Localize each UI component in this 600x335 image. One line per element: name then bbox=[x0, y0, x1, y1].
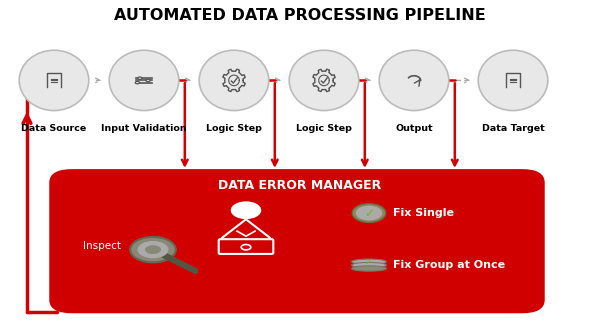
Circle shape bbox=[137, 241, 169, 258]
Ellipse shape bbox=[19, 50, 89, 111]
Ellipse shape bbox=[478, 50, 548, 111]
FancyBboxPatch shape bbox=[51, 171, 543, 312]
Text: Logic Step: Logic Step bbox=[296, 124, 352, 133]
Text: Output: Output bbox=[395, 124, 433, 133]
Text: Input Validation: Input Validation bbox=[101, 124, 187, 133]
Ellipse shape bbox=[352, 262, 386, 268]
Ellipse shape bbox=[379, 50, 449, 111]
Circle shape bbox=[356, 206, 382, 220]
Ellipse shape bbox=[352, 266, 386, 271]
Circle shape bbox=[232, 202, 260, 218]
Text: Inspect: Inspect bbox=[83, 241, 121, 251]
Circle shape bbox=[135, 81, 140, 84]
Text: Fix Group at Once: Fix Group at Once bbox=[393, 260, 505, 270]
Circle shape bbox=[130, 237, 176, 262]
Text: ✓: ✓ bbox=[364, 207, 374, 219]
Text: DATA ERROR MANAGER: DATA ERROR MANAGER bbox=[218, 179, 382, 192]
Circle shape bbox=[352, 204, 386, 222]
Text: AUTOMATED DATA PROCESSING PIPELINE: AUTOMATED DATA PROCESSING PIPELINE bbox=[114, 8, 486, 23]
Circle shape bbox=[145, 245, 161, 254]
Text: Fix Single: Fix Single bbox=[393, 208, 454, 218]
Text: Logic Step: Logic Step bbox=[206, 124, 262, 133]
Circle shape bbox=[138, 77, 142, 79]
Text: Data Source: Data Source bbox=[22, 124, 86, 133]
Text: Data Target: Data Target bbox=[482, 124, 544, 133]
Ellipse shape bbox=[352, 259, 386, 264]
Ellipse shape bbox=[109, 50, 179, 111]
Text: ✓: ✓ bbox=[365, 257, 373, 267]
Circle shape bbox=[146, 79, 150, 82]
Ellipse shape bbox=[289, 50, 359, 111]
Ellipse shape bbox=[199, 50, 269, 111]
